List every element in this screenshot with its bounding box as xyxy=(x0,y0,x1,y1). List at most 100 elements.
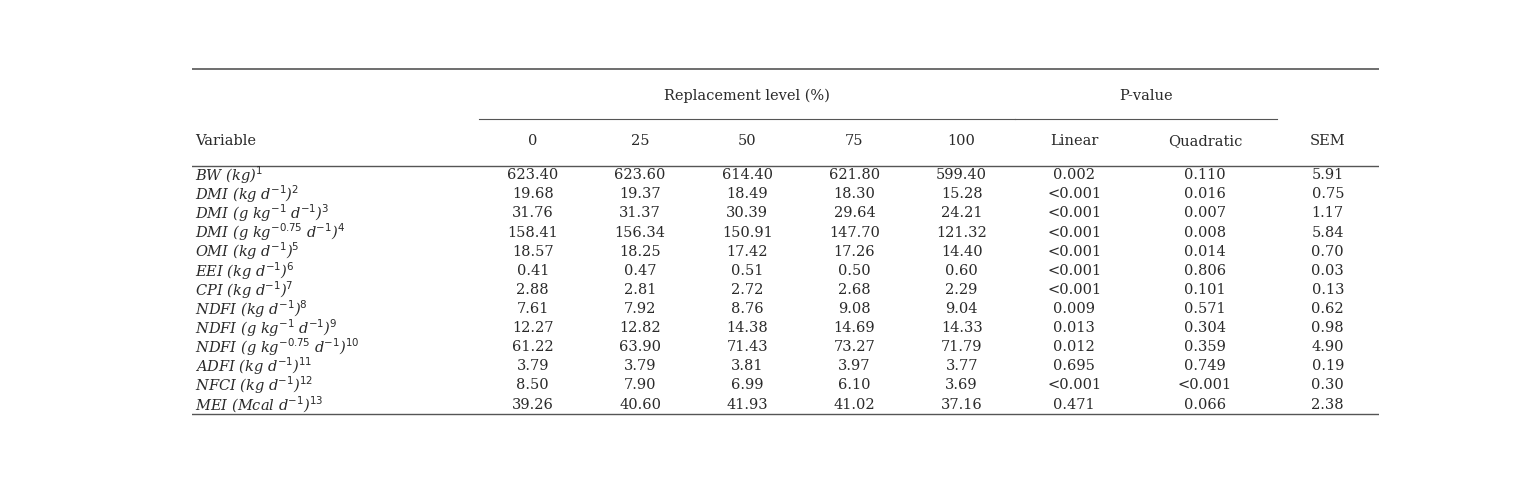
Text: 0.101: 0.101 xyxy=(1184,283,1226,297)
Text: 29.64: 29.64 xyxy=(833,206,875,220)
Text: 0.016: 0.016 xyxy=(1184,187,1226,201)
Text: 14.40: 14.40 xyxy=(941,245,982,259)
Text: 2.38: 2.38 xyxy=(1311,398,1344,412)
Text: 100: 100 xyxy=(948,134,976,148)
Text: 9.08: 9.08 xyxy=(838,302,870,316)
Text: 0.304: 0.304 xyxy=(1184,321,1226,335)
Text: 15.28: 15.28 xyxy=(941,187,982,201)
Text: 37.16: 37.16 xyxy=(941,398,982,412)
Text: 0.471: 0.471 xyxy=(1054,398,1095,412)
Text: <0.001: <0.001 xyxy=(1178,378,1232,392)
Text: 0.359: 0.359 xyxy=(1184,340,1226,354)
Text: 31.37: 31.37 xyxy=(619,206,660,220)
Text: 71.79: 71.79 xyxy=(941,340,982,354)
Text: ADFI (kg d$^{-1}$)$^{11}$: ADFI (kg d$^{-1}$)$^{11}$ xyxy=(195,356,313,377)
Text: 0.066: 0.066 xyxy=(1184,398,1226,412)
Text: 2.88: 2.88 xyxy=(516,283,548,297)
Text: 7.61: 7.61 xyxy=(516,302,548,316)
Text: 39.26: 39.26 xyxy=(512,398,553,412)
Text: 2.72: 2.72 xyxy=(731,283,763,297)
Text: 599.40: 599.40 xyxy=(936,168,987,182)
Text: 12.82: 12.82 xyxy=(619,321,660,335)
Text: DMI (kg d$^{-1}$)$^2$: DMI (kg d$^{-1}$)$^2$ xyxy=(195,184,299,205)
Text: 7.90: 7.90 xyxy=(624,378,656,392)
Text: 0.012: 0.012 xyxy=(1054,340,1095,354)
Text: 14.69: 14.69 xyxy=(833,321,875,335)
Text: 0.749: 0.749 xyxy=(1184,360,1226,374)
Text: 41.93: 41.93 xyxy=(726,398,768,412)
Text: 0.47: 0.47 xyxy=(624,264,656,278)
Text: 0: 0 xyxy=(529,134,538,148)
Text: 2.68: 2.68 xyxy=(838,283,870,297)
Text: 18.25: 18.25 xyxy=(619,245,660,259)
Text: 61.22: 61.22 xyxy=(512,340,553,354)
Text: 158.41: 158.41 xyxy=(507,226,558,240)
Text: 4.90: 4.90 xyxy=(1311,340,1344,354)
Text: 8.76: 8.76 xyxy=(731,302,763,316)
Text: NDFI (g kg$^{-1}$ d$^{-1}$)$^9$: NDFI (g kg$^{-1}$ d$^{-1}$)$^9$ xyxy=(195,317,337,339)
Text: 0.13: 0.13 xyxy=(1311,283,1344,297)
Text: EEI (kg d$^{-1}$)$^6$: EEI (kg d$^{-1}$)$^6$ xyxy=(195,260,294,281)
Text: 18.57: 18.57 xyxy=(512,245,553,259)
Text: 5.91: 5.91 xyxy=(1311,168,1344,182)
Text: 614.40: 614.40 xyxy=(722,168,772,182)
Text: 0.75: 0.75 xyxy=(1311,187,1344,201)
Text: <0.001: <0.001 xyxy=(1046,264,1102,278)
Text: <0.001: <0.001 xyxy=(1046,187,1102,201)
Text: 0.62: 0.62 xyxy=(1311,302,1344,316)
Text: 3.81: 3.81 xyxy=(731,360,763,374)
Text: <0.001: <0.001 xyxy=(1046,245,1102,259)
Text: P-value: P-value xyxy=(1120,89,1174,103)
Text: DMI (g kg$^{-1}$ d$^{-1}$)$^3$: DMI (g kg$^{-1}$ d$^{-1}$)$^3$ xyxy=(195,202,329,224)
Text: 0.98: 0.98 xyxy=(1311,321,1344,335)
Text: 0.60: 0.60 xyxy=(945,264,977,278)
Text: 3.69: 3.69 xyxy=(945,378,977,392)
Text: 0.41: 0.41 xyxy=(516,264,548,278)
Text: 30.39: 30.39 xyxy=(726,206,768,220)
Text: 0.014: 0.014 xyxy=(1184,245,1226,259)
Text: 24.21: 24.21 xyxy=(941,206,982,220)
Text: 0.70: 0.70 xyxy=(1311,245,1344,259)
Text: Variable: Variable xyxy=(195,134,256,148)
Text: 50: 50 xyxy=(738,134,757,148)
Text: 18.49: 18.49 xyxy=(726,187,768,201)
Text: 150.91: 150.91 xyxy=(722,226,772,240)
Text: 8.50: 8.50 xyxy=(516,378,548,392)
Text: <0.001: <0.001 xyxy=(1046,226,1102,240)
Text: 25: 25 xyxy=(631,134,650,148)
Text: <0.001: <0.001 xyxy=(1046,206,1102,220)
Text: 41.02: 41.02 xyxy=(833,398,875,412)
Text: 0.03: 0.03 xyxy=(1311,264,1344,278)
Text: 6.99: 6.99 xyxy=(731,378,763,392)
Text: OMI (kg d$^{-1}$)$^5$: OMI (kg d$^{-1}$)$^5$ xyxy=(195,241,300,263)
Text: 14.33: 14.33 xyxy=(941,321,982,335)
Text: 75: 75 xyxy=(846,134,864,148)
Text: 121.32: 121.32 xyxy=(936,226,987,240)
Text: 0.19: 0.19 xyxy=(1311,360,1344,374)
Text: <0.001: <0.001 xyxy=(1046,283,1102,297)
Text: 0.50: 0.50 xyxy=(838,264,870,278)
Text: <0.001: <0.001 xyxy=(1046,378,1102,392)
Text: 0.002: 0.002 xyxy=(1052,168,1095,182)
Text: 14.38: 14.38 xyxy=(726,321,768,335)
Text: 0.806: 0.806 xyxy=(1184,264,1226,278)
Text: 17.42: 17.42 xyxy=(726,245,768,259)
Text: 73.27: 73.27 xyxy=(833,340,875,354)
Text: 40.60: 40.60 xyxy=(619,398,660,412)
Text: 0.30: 0.30 xyxy=(1311,378,1344,392)
Text: NFCI (kg d$^{-1}$)$^{12}$: NFCI (kg d$^{-1}$)$^{12}$ xyxy=(195,375,314,396)
Text: 2.29: 2.29 xyxy=(945,283,977,297)
Text: Linear: Linear xyxy=(1049,134,1098,148)
Text: 0.110: 0.110 xyxy=(1184,168,1226,182)
Text: 0.008: 0.008 xyxy=(1184,226,1226,240)
Text: 9.04: 9.04 xyxy=(945,302,977,316)
Text: 623.40: 623.40 xyxy=(507,168,558,182)
Text: 621.80: 621.80 xyxy=(829,168,879,182)
Text: 3.79: 3.79 xyxy=(516,360,548,374)
Text: 0.007: 0.007 xyxy=(1184,206,1226,220)
Text: 19.37: 19.37 xyxy=(619,187,660,201)
Text: NDFI (kg d$^{-1}$)$^8$: NDFI (kg d$^{-1}$)$^8$ xyxy=(195,298,308,320)
Text: 18.30: 18.30 xyxy=(833,187,875,201)
Text: 19.68: 19.68 xyxy=(512,187,553,201)
Text: 2.81: 2.81 xyxy=(624,283,656,297)
